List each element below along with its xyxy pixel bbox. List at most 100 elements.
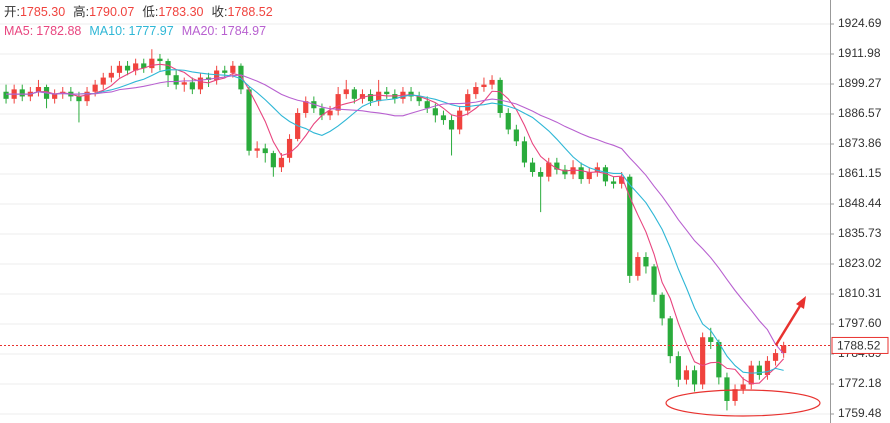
candle-body [384,91,390,95]
candle-body [254,148,260,151]
candle-body [440,115,447,121]
ohlc-row: 开:1785.30 高:1790.07 低:1783.30 收:1788.52 [4,3,281,22]
candle-body [432,108,438,116]
candle-body [497,79,503,113]
candle-body [610,181,617,184]
candle-body [270,153,276,168]
candle-body [424,101,430,109]
candle-body [52,94,58,99]
y-tick-label: 1823.02 [838,256,882,270]
candle-body [764,360,771,376]
candle-body [521,141,528,163]
candle-body [351,89,357,99]
ma-line [6,74,785,355]
candle-body [505,112,511,130]
candle-body [683,370,690,380]
candle-body [708,337,714,342]
candle-body [84,91,90,102]
candle-body [529,162,536,172]
y-tick-label: 1899.27 [838,76,882,90]
candle-body [141,63,147,69]
candle-body [76,96,82,102]
candle-body [724,377,730,401]
candle-body [578,167,584,180]
candle-body [189,82,195,90]
candle-body [359,94,366,99]
candle-body [586,171,592,180]
legend-name: MA10: [89,24,126,38]
candle-body [133,63,139,71]
candle-body [286,138,293,158]
candle-body [700,337,706,385]
candle-body [335,94,341,111]
legend-name: MA20: [181,24,218,38]
legend-value: 1784.97 [220,24,267,38]
candle-body [108,72,114,78]
candle-body [748,365,754,385]
y-tick-label: 1873.86 [838,136,882,150]
candle-body [457,110,463,130]
candle-body [772,353,779,361]
candle-body [740,384,746,390]
ohlc-label: 低: [142,5,159,19]
y-tick-label: 1886.57 [838,106,882,120]
candle-body [619,176,625,184]
candle-body [562,169,568,175]
highlight-ellipse [665,389,821,417]
candle-body [222,70,228,73]
y-axis: 1924.69 1911.98 1899.27 1886.57 1873.86 1861.… [830,16,882,420]
y-tick-label: 1810.31 [838,286,882,300]
candle-body [35,87,42,92]
candle-body [538,171,544,177]
candle-body [278,157,285,168]
y-tick-label: 1848.44 [838,196,882,210]
candle-body [667,318,673,357]
y-tick-label: 1772.18 [838,376,882,390]
y-tick-label: 1911.98 [838,46,881,60]
candle-body [303,101,309,113]
candle-body [173,75,179,85]
y-tick-label: 1924.69 [838,16,882,30]
candle-body [230,65,236,73]
candle-body [675,356,681,380]
candle-body [157,58,163,62]
ohlc-label: 开: [4,5,20,19]
last-price: 1788.52 [0,336,889,354]
candle-body [319,108,325,116]
legend-value: 1782.88 [36,24,82,38]
candle-body [181,82,187,85]
candle-body [92,84,98,92]
candle-body [149,58,155,69]
last-price-label: 1788.52 [837,339,881,353]
legend-value: 1777.97 [128,24,174,38]
ohlc-value: 1788.52 [227,5,273,19]
candle-body [246,89,252,151]
candle-body [732,389,738,401]
candle-body [659,294,665,319]
candle-body [627,176,633,276]
ohlc-value: 1790.07 [89,5,135,19]
ohlc-value: 1785.30 [19,5,66,19]
candle-body [416,96,422,102]
ohlc-label: 高: [73,5,90,19]
candle-body [465,94,471,111]
candle-body [448,120,455,130]
candle-body [554,162,560,170]
legend: 开:1785.30 高:1790.07 低:1783.30 收:1788.52 MA5… [4,3,281,41]
candle-body [100,77,106,85]
y-tick-label: 1759.48 [838,406,882,420]
candle-body [651,266,657,295]
ma-row: MA5: 1782.88 MA10: 1777.97 MA20: 1784.97 [4,22,281,41]
candle-body [716,341,722,378]
candle-body [643,256,649,267]
candle-body [546,162,552,177]
candle-body [602,167,609,182]
candle-body [691,370,698,385]
candle-body [197,77,204,90]
candle-body [481,84,487,88]
trend-arrow [774,296,806,346]
y-tick-label: 1797.60 [838,316,882,330]
candle-body [3,91,9,99]
